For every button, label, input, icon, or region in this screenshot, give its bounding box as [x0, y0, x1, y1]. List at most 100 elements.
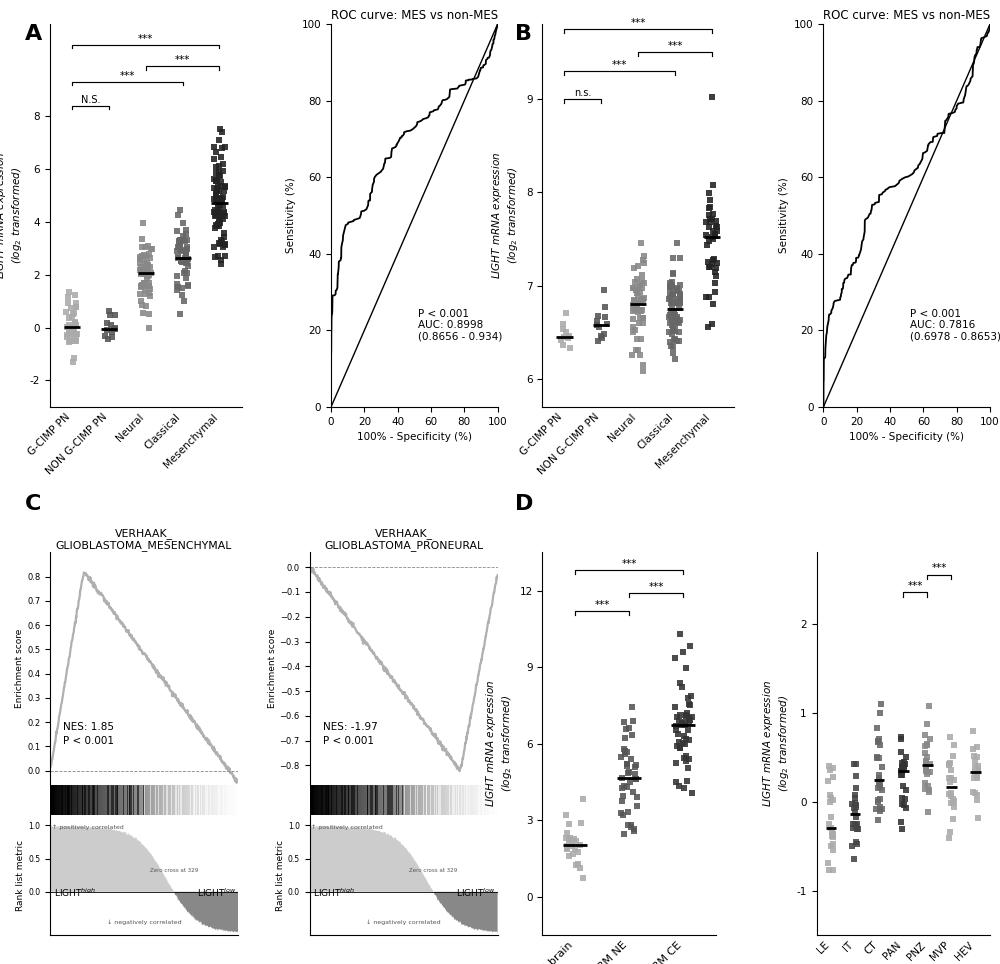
Point: [894, 756, 910, 771]
Point: [140, 257, 156, 273]
Text: ***: ***: [667, 41, 683, 51]
Point: [64, 309, 80, 325]
Point: [212, 198, 228, 213]
Point: [680, 722, 696, 737]
Point: [943, 795, 959, 811]
Point: [208, 145, 224, 160]
Point: [894, 796, 910, 812]
Point: [629, 332, 645, 347]
Point: [629, 272, 645, 287]
Point: [698, 214, 714, 229]
Point: [633, 304, 649, 319]
Point: [945, 749, 961, 764]
Point: [701, 259, 717, 275]
Point: [106, 321, 122, 336]
Point: [698, 289, 714, 305]
Point: [555, 316, 571, 332]
Point: [171, 239, 187, 254]
Point: [668, 775, 684, 790]
Point: [178, 244, 194, 259]
Text: C: C: [25, 494, 41, 514]
Point: [672, 288, 688, 304]
Point: [142, 289, 158, 305]
Point: [620, 817, 636, 833]
Point: [214, 191, 230, 206]
Point: [894, 759, 910, 774]
Point: [622, 774, 638, 790]
Point: [672, 312, 688, 328]
Point: [209, 193, 225, 208]
Point: [847, 804, 863, 819]
Point: [917, 775, 933, 790]
Text: ***: ***: [932, 563, 947, 574]
Point: [684, 710, 700, 725]
Point: [215, 189, 231, 204]
Point: [107, 321, 123, 336]
Point: [213, 174, 229, 189]
Point: [176, 265, 192, 281]
Point: [175, 215, 191, 230]
Point: [680, 760, 696, 775]
Point: [669, 334, 685, 349]
Point: [630, 342, 646, 358]
Point: [921, 699, 937, 714]
Point: [871, 750, 887, 765]
Point: [632, 284, 648, 300]
Point: [678, 754, 694, 769]
Point: [170, 239, 186, 254]
Point: [66, 327, 82, 342]
Point: [555, 321, 571, 336]
Point: [575, 870, 591, 886]
Point: [666, 307, 682, 322]
Point: [169, 277, 185, 292]
Point: [621, 720, 637, 736]
Point: [635, 292, 651, 308]
Point: [597, 300, 613, 315]
Point: [176, 293, 192, 308]
Point: [208, 187, 224, 202]
Point: [206, 139, 222, 154]
Point: [208, 186, 224, 201]
Point: [174, 287, 190, 303]
Point: [918, 758, 934, 773]
Point: [633, 292, 649, 308]
Point: [682, 698, 698, 713]
Point: [636, 291, 652, 307]
Point: [141, 247, 157, 262]
Point: [702, 193, 718, 208]
Y-axis label: $LIGHT$ mRNA expression
(log$_2$ transformed): $LIGHT$ mRNA expression (log$_2$ transfo…: [490, 151, 520, 280]
Point: [68, 331, 84, 346]
Point: [217, 139, 233, 154]
Point: [632, 278, 648, 293]
Point: [142, 259, 158, 275]
Point: [132, 249, 148, 264]
Point: [61, 310, 77, 326]
Point: [177, 263, 193, 279]
Point: [922, 732, 938, 747]
Point: [589, 317, 605, 333]
Point: [628, 296, 644, 311]
Point: [825, 837, 841, 852]
Point: [821, 758, 837, 773]
Point: [824, 828, 840, 844]
Point: [217, 249, 233, 264]
Point: [593, 328, 609, 343]
Point: [628, 342, 644, 358]
Point: [216, 228, 232, 244]
Point: [822, 794, 838, 810]
Point: [207, 250, 223, 265]
Point: [597, 308, 613, 324]
Point: [942, 774, 958, 790]
Point: [684, 785, 700, 800]
Point: [672, 286, 688, 302]
Point: [67, 326, 83, 341]
Point: [665, 322, 681, 337]
Point: [946, 736, 962, 752]
Point: [893, 814, 909, 829]
Point: [946, 793, 962, 809]
Point: [898, 783, 914, 798]
Point: [179, 241, 195, 256]
Point: [705, 206, 721, 222]
Point: [942, 756, 958, 771]
Text: LIGHT$^{low}$: LIGHT$^{low}$: [197, 887, 237, 899]
